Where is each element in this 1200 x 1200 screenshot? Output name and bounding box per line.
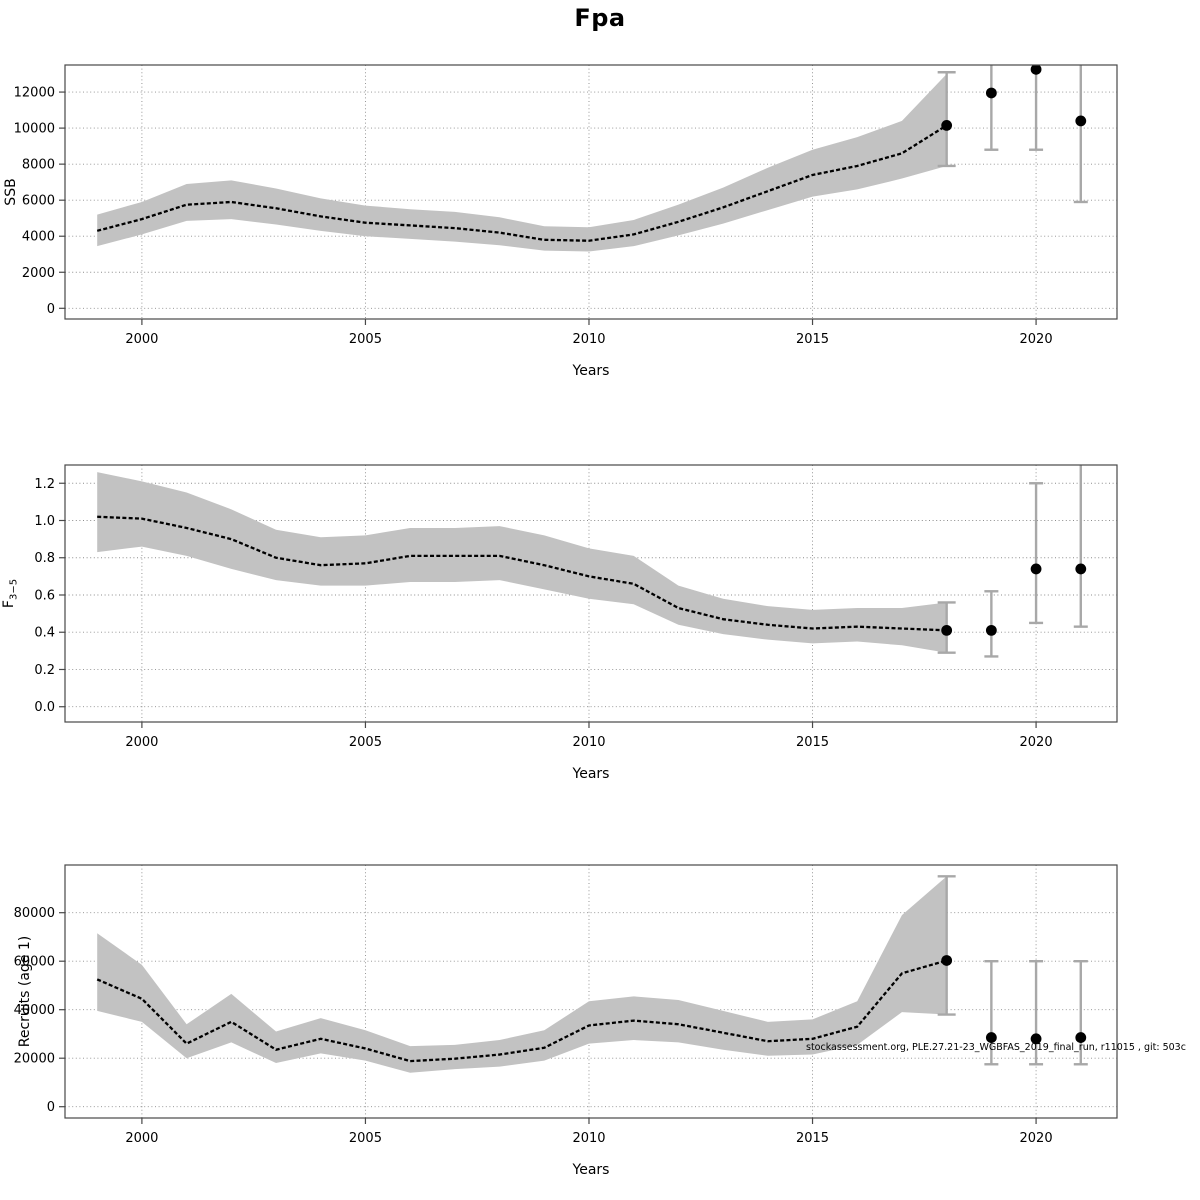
forecast-point (1075, 563, 1087, 575)
figure-title: Fpa (574, 4, 626, 32)
forecast-point (1075, 1032, 1087, 1043)
x-tick-label: 2020 (1020, 332, 1053, 347)
y-axis-label: F3−5 (1, 579, 20, 608)
y-tick-label: 0.8 (34, 551, 55, 566)
y-tick-label: 0 (47, 302, 55, 317)
x-tick-label: 2005 (349, 735, 382, 750)
panel-frame (64, 64, 1118, 320)
x-tick-label: 2000 (125, 1131, 158, 1146)
estimate-line (96, 959, 947, 1063)
y-axis-label: SSB (3, 178, 19, 205)
x-axis-label: Years (572, 1162, 610, 1178)
forecast-point (985, 1032, 997, 1043)
x-axis-label: Years (572, 363, 610, 379)
x-tick-label: 2000 (125, 735, 158, 750)
x-tick-label: 2020 (1020, 735, 1053, 750)
panel-frame (64, 864, 1118, 1119)
confidence-band (97, 74, 947, 252)
x-tick-label: 2015 (796, 1131, 829, 1146)
y-tick-label: 6000 (22, 194, 55, 209)
forecast-points (937, 465, 1088, 658)
axis-ticks (59, 912, 1037, 1124)
y-tick-label: 8000 (22, 158, 55, 173)
confidence-band (97, 472, 947, 653)
y-tick-label: 0.4 (34, 626, 55, 641)
y-tick-label: 0 (47, 1100, 55, 1115)
confidence-band (97, 876, 947, 1073)
panel-ssb: 0 2000 4000 6000 8000 10000 12000 2000 2005 2010 2… (3, 64, 1118, 379)
axis-ticks (59, 91, 1037, 325)
y-tick-label: 0.2 (34, 663, 55, 678)
panel-fbar: 0.0 0.2 0.4 0.6 0.8 1.0 1.2 2000 2005 2010 2015 202… (1, 464, 1118, 782)
estimate-line (96, 124, 948, 242)
x-tick-label: 2005 (349, 1131, 382, 1146)
forecast-point (1030, 1033, 1042, 1045)
y-axis-label: Recruits (age 1) (17, 936, 33, 1048)
estimate-line (97, 515, 947, 632)
forecast-point (941, 120, 953, 131)
forecast-point (985, 87, 997, 99)
watermark: stockassessment.org, PLE.27.21-23_WGBFAS… (806, 1042, 1186, 1053)
x-tick-label: 2010 (572, 1131, 605, 1146)
x-tick-label: 2010 (572, 332, 605, 347)
y-tick-label: 12000 (14, 86, 55, 101)
x-axis-label: Years (572, 766, 610, 782)
y-tick-label: 10000 (14, 122, 55, 137)
y-tick-label: 0.6 (34, 588, 55, 603)
y-tick-label: 20000 (14, 1052, 55, 1067)
forecast-point (1075, 115, 1087, 127)
y-tick-label: 40000 (14, 1003, 55, 1018)
panel-recruits: 0 20000 40000 60000 80000 2000 2005 2010 2015 202… (14, 864, 1118, 1178)
y-tick-label: 1.0 (34, 514, 55, 529)
panel-frame (64, 464, 1118, 723)
axis-ticks (59, 482, 1037, 728)
x-tick-label: 2005 (349, 332, 382, 347)
forecast-points (937, 875, 1088, 1066)
forecast-point (1030, 65, 1042, 75)
y-tick-label: 60000 (14, 955, 55, 970)
x-tick-label: 2010 (572, 735, 605, 750)
forecast-points (937, 65, 1088, 204)
y-tick-label: 4000 (22, 230, 55, 245)
y-tick-label: 0.0 (34, 700, 55, 715)
forecast-point (985, 624, 997, 636)
y-tick-label: 1.2 (34, 477, 55, 492)
y-tick-label: 80000 (14, 906, 55, 921)
forecast-point (1030, 563, 1042, 575)
x-tick-label: 2015 (796, 735, 829, 750)
x-tick-label: 2020 (1020, 1131, 1053, 1146)
x-tick-label: 2000 (125, 332, 158, 347)
x-tick-label: 2015 (796, 332, 829, 347)
forecast-point (941, 624, 953, 636)
forecast-point (941, 955, 953, 966)
gridlines (65, 865, 1117, 1118)
y-tick-label: 2000 (22, 266, 55, 281)
